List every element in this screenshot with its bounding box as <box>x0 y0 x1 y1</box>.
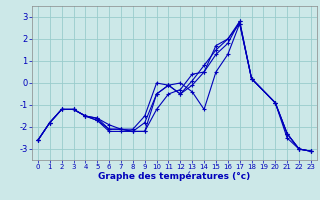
X-axis label: Graphe des températures (°c): Graphe des températures (°c) <box>98 172 251 181</box>
